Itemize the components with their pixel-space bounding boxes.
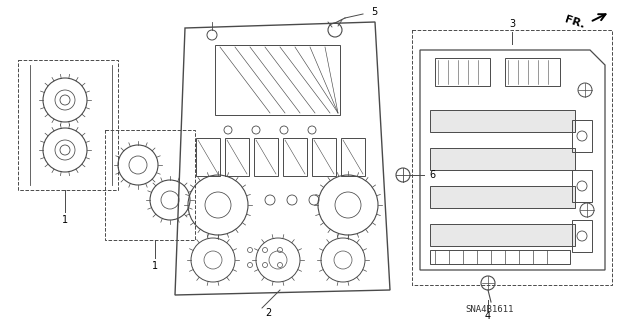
Bar [341, 138, 365, 176]
Bar [283, 138, 307, 176]
Bar [215, 45, 340, 115]
Bar [196, 138, 220, 176]
Bar [572, 170, 592, 202]
Bar [430, 224, 575, 246]
Bar [572, 120, 592, 152]
Bar [430, 148, 575, 170]
Bar [430, 250, 570, 264]
Bar [572, 220, 592, 252]
Text: 5: 5 [371, 7, 377, 17]
Bar [430, 110, 575, 132]
Text: SNA4B1611: SNA4B1611 [466, 306, 514, 315]
Bar [312, 138, 336, 176]
Bar [105, 130, 195, 240]
Bar [430, 186, 575, 208]
Text: 1: 1 [62, 215, 68, 225]
Bar [412, 30, 612, 285]
Text: 3: 3 [509, 19, 515, 29]
Bar [505, 58, 560, 86]
Text: FR.: FR. [564, 14, 586, 30]
Bar [254, 138, 278, 176]
Text: 4: 4 [485, 311, 491, 319]
Text: 2: 2 [265, 308, 271, 318]
Bar [225, 138, 249, 176]
Text: 1: 1 [152, 261, 158, 271]
Bar [435, 58, 490, 86]
Bar [18, 60, 118, 190]
Text: 6: 6 [429, 170, 435, 180]
